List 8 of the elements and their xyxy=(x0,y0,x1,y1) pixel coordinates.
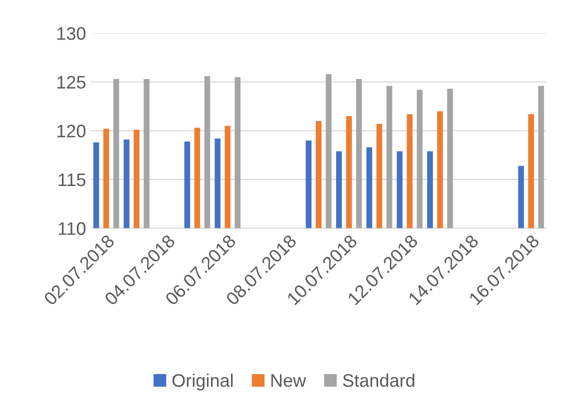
legend-label: New xyxy=(271,374,306,387)
y-tick-label: 110 xyxy=(58,222,86,235)
y-tick-label: 115 xyxy=(58,174,86,186)
y-tick-label: 130 xyxy=(57,27,86,40)
y-tick-label: 125 xyxy=(57,76,86,89)
legend-label: Original xyxy=(172,374,233,390)
legend-label: Standard xyxy=(342,374,414,387)
y-tick-label: 120 xyxy=(57,124,86,138)
